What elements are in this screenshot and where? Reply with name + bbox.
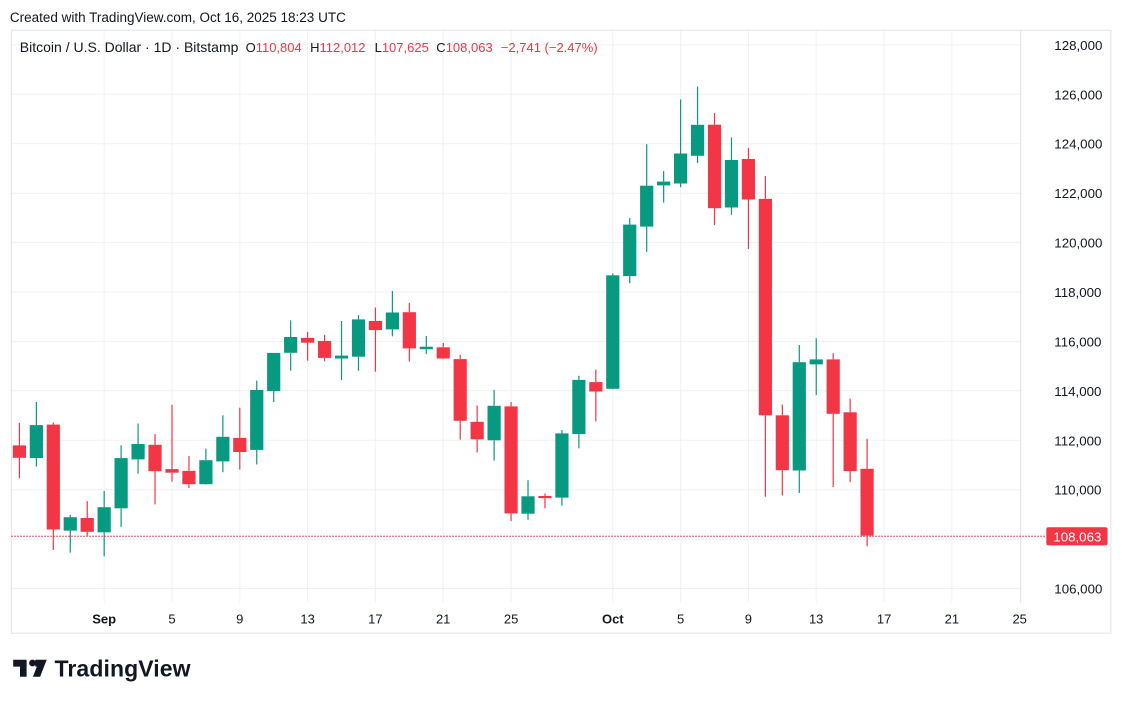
svg-text:9: 9 [745,612,752,627]
svg-text:114,000: 114,000 [1054,384,1101,399]
svg-text:126,000: 126,000 [1054,87,1102,102]
svg-text:122,000: 122,000 [1054,186,1102,201]
svg-text:21: 21 [945,612,959,627]
svg-text:5: 5 [677,612,684,627]
svg-text:H112,012: H112,012 [310,40,365,55]
svg-text:−2,741 (−2.47%): −2,741 (−2.47%) [501,40,598,55]
svg-text:C108,063: C108,063 [436,40,492,55]
svg-text:17: 17 [877,612,891,627]
svg-text:21: 21 [436,612,450,627]
svg-text:110,000: 110,000 [1054,483,1101,498]
svg-text:13: 13 [300,612,314,627]
svg-text:106,000: 106,000 [1054,582,1102,597]
svg-text:118,000: 118,000 [1054,285,1101,300]
svg-text:9: 9 [236,612,243,627]
svg-text:120,000: 120,000 [1054,236,1102,251]
svg-text:Sep: Sep [92,612,116,627]
svg-text:124,000: 124,000 [1054,137,1102,152]
svg-text:13: 13 [809,612,823,627]
svg-text:17: 17 [368,612,382,627]
svg-text:Oct: Oct [602,612,624,627]
svg-text:112,000: 112,000 [1054,433,1101,448]
svg-text:116,000: 116,000 [1054,334,1101,349]
svg-text:25: 25 [504,612,518,627]
svg-text:L107,625: L107,625 [375,40,429,55]
svg-text:TradingView: TradingView [55,656,191,682]
svg-text:108,063: 108,063 [1053,529,1101,544]
svg-text:Bitcoin / U.S. Dollar · 1D · B: Bitcoin / U.S. Dollar · 1D · Bitstamp [20,39,239,55]
svg-text:Created with TradingView.com,: Created with TradingView.com, Oct 16, 20… [10,10,346,25]
svg-text:O110,804: O110,804 [246,40,302,55]
svg-text:5: 5 [168,612,175,627]
svg-text:128,000: 128,000 [1054,38,1102,53]
svg-text:25: 25 [1012,612,1026,627]
